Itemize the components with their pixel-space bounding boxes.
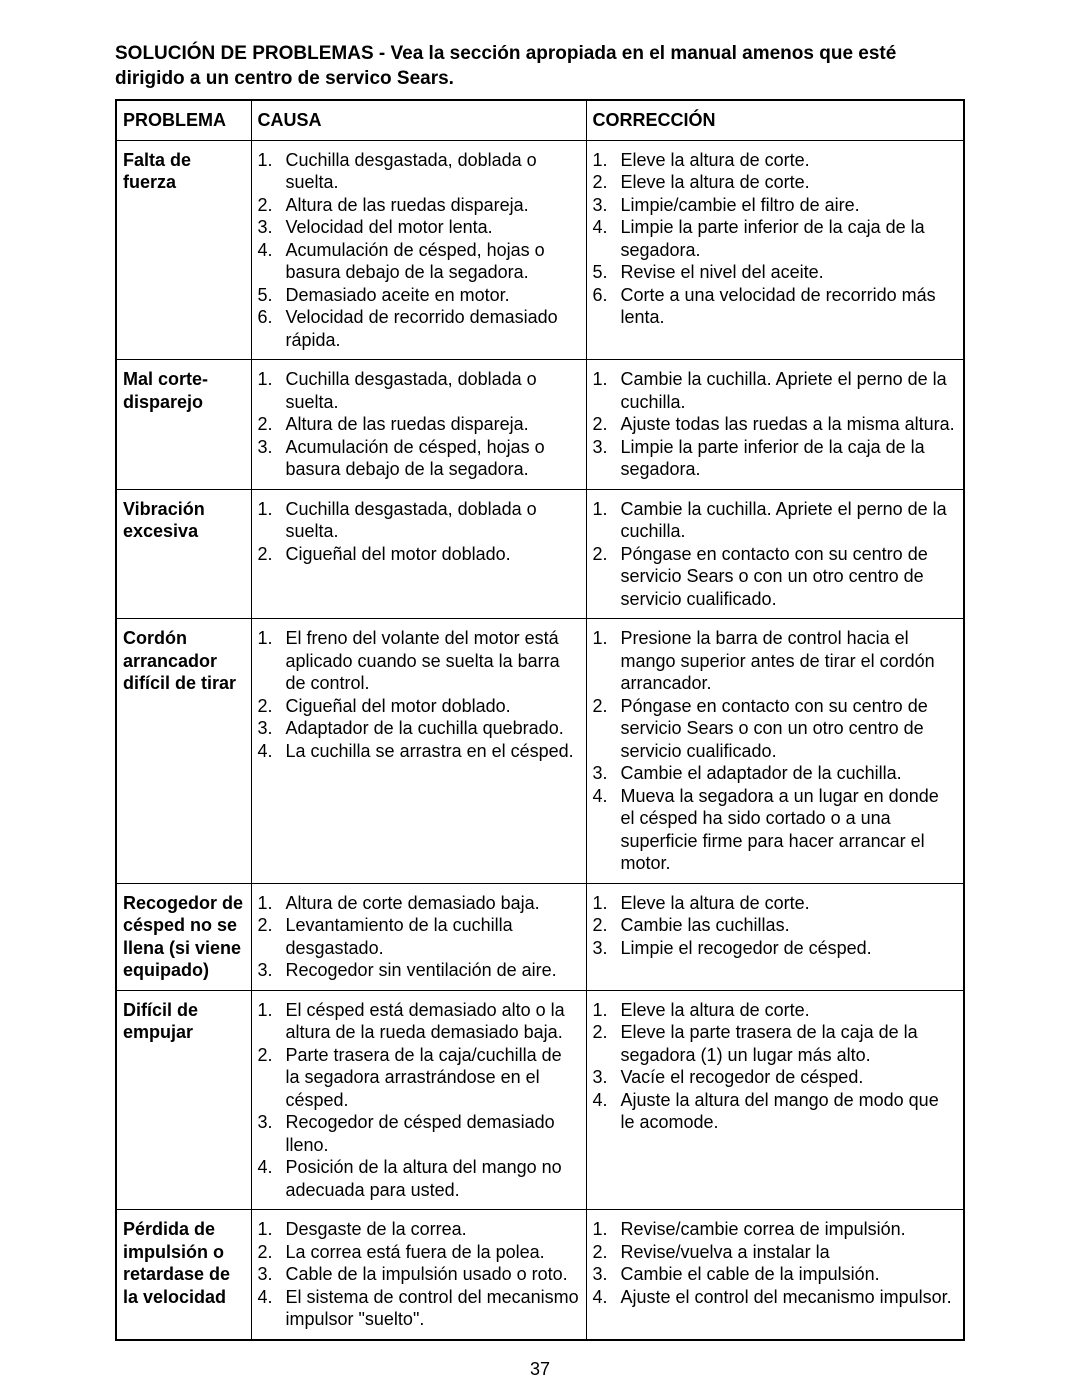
- correccion-item: Revise/cambie correa de impulsión.: [593, 1218, 958, 1241]
- causa-item: Cable de la impulsión usado o roto.: [258, 1263, 580, 1286]
- causa-item: Cigueñal del motor doblado.: [258, 543, 580, 566]
- cell-problema: Cordón arrancador difícil de tirar: [116, 619, 251, 884]
- correccion-item: Presione la barra de control hacia el ma…: [593, 627, 958, 695]
- table-row: Cordón arrancador difícil de tirarEl fre…: [116, 619, 964, 884]
- table-row: Falta de fuerzaCuchilla desgastada, dobl…: [116, 140, 964, 360]
- page-title: SOLUCIÓN DE PROBLEMAS - Vea la sección a…: [115, 42, 965, 91]
- cell-causa: Altura de corte demasiado baja.Levantami…: [251, 883, 586, 990]
- cell-correccion: Eleve la altura de corte.Eleve la altura…: [586, 140, 964, 360]
- correccion-item: Eleve la altura de corte.: [593, 149, 958, 172]
- correccion-item: Póngase en contacto con su centro de ser…: [593, 695, 958, 763]
- table-row: Mal corte-disparejoCuchilla desgastada, …: [116, 360, 964, 490]
- cell-problema: Recogedor de césped no se llena (si vien…: [116, 883, 251, 990]
- cell-causa: Cuchilla desgastada, doblada o suelta.Ci…: [251, 489, 586, 619]
- causa-item: El césped está demasiado alto o la altur…: [258, 999, 580, 1044]
- correccion-item: Limpie el recogedor de césped.: [593, 937, 958, 960]
- causa-item: El freno del volante del motor está apli…: [258, 627, 580, 695]
- correccion-item: Revise/vuelva a instalar la: [593, 1241, 958, 1264]
- cell-correccion: Cambie la cuchilla. Apriete el perno de …: [586, 360, 964, 490]
- causa-item: Cuchilla desgastada, doblada o suelta.: [258, 368, 580, 413]
- cell-causa: El freno del volante del motor está apli…: [251, 619, 586, 884]
- cell-problema: Mal corte-disparejo: [116, 360, 251, 490]
- causa-item: Acumulación de césped, hojas o basura de…: [258, 239, 580, 284]
- correccion-item: Cambie el adaptador de la cuchilla.: [593, 762, 958, 785]
- causa-item: Cigueñal del motor doblado.: [258, 695, 580, 718]
- causa-item: Acumulación de césped, hojas o basura de…: [258, 436, 580, 481]
- page-number: 37: [115, 1359, 965, 1380]
- correccion-item: Mueva la segadora a un lugar en donde el…: [593, 785, 958, 875]
- causa-item: Demasiado aceite en motor.: [258, 284, 580, 307]
- causa-item: Desgaste de la correa.: [258, 1218, 580, 1241]
- correccion-item: Limpie/cambie el filtro de aire.: [593, 194, 958, 217]
- cell-causa: Cuchilla desgastada, doblada o suelta.Al…: [251, 140, 586, 360]
- causa-item: Adaptador de la cuchilla quebrado.: [258, 717, 580, 740]
- correccion-item: Ajuste la altura del mango de modo que l…: [593, 1089, 958, 1134]
- causa-item: Levantamiento de la cuchilla desgastado.: [258, 914, 580, 959]
- correccion-item: Eleve la altura de corte.: [593, 171, 958, 194]
- header-correccion: CORRECCIÓN: [586, 100, 964, 140]
- correccion-item: Cambie la cuchilla. Apriete el perno de …: [593, 368, 958, 413]
- cell-problema: Difícil de empujar: [116, 990, 251, 1210]
- correccion-item: Póngase en contacto con su centro de ser…: [593, 543, 958, 611]
- causa-item: Recogedor sin ventilación de aire.: [258, 959, 580, 982]
- cell-causa: Desgaste de la correa.La correa está fue…: [251, 1210, 586, 1340]
- troubleshooting-table: PROBLEMA CAUSA CORRECCIÓN Falta de fuerz…: [115, 99, 965, 1341]
- cell-correccion: Revise/cambie correa de impulsión.Revise…: [586, 1210, 964, 1340]
- correccion-item: Ajuste el control del mecanismo impulsor…: [593, 1286, 958, 1309]
- correccion-item: Eleve la altura de corte.: [593, 892, 958, 915]
- causa-item: Recogedor de césped demasiado lleno.: [258, 1111, 580, 1156]
- causa-item: La correa está fuera de la polea.: [258, 1241, 580, 1264]
- causa-item: Altura de corte demasiado baja.: [258, 892, 580, 915]
- causa-item: Cuchilla desgastada, doblada o suelta.: [258, 149, 580, 194]
- cell-correccion: Cambie la cuchilla. Apriete el perno de …: [586, 489, 964, 619]
- cell-correccion: Presione la barra de control hacia el ma…: [586, 619, 964, 884]
- table-row: Vibración excesivaCuchilla desgastada, d…: [116, 489, 964, 619]
- correccion-item: Eleve la parte trasera de la caja de la …: [593, 1021, 958, 1066]
- header-problema: PROBLEMA: [116, 100, 251, 140]
- causa-item: Velocidad de recorrido demasiado rápida.: [258, 306, 580, 351]
- causa-item: Velocidad del motor lenta.: [258, 216, 580, 239]
- correccion-item: Eleve la altura de corte.: [593, 999, 958, 1022]
- correccion-item: Vacíe el recogedor de césped.: [593, 1066, 958, 1089]
- correccion-item: Limpie la parte inferior de la caja de l…: [593, 216, 958, 261]
- correccion-item: Ajuste todas las ruedas a la misma altur…: [593, 413, 958, 436]
- causa-item: Cuchilla desgastada, doblada o suelta.: [258, 498, 580, 543]
- causa-item: Posición de la altura del mango no adecu…: [258, 1156, 580, 1201]
- cell-correccion: Eleve la altura de corte.Cambie las cuch…: [586, 883, 964, 990]
- cell-problema: Falta de fuerza: [116, 140, 251, 360]
- table-row: Pérdida de impulsión o retardase de la v…: [116, 1210, 964, 1340]
- correccion-item: Corte a una velocidad de recorrido más l…: [593, 284, 958, 329]
- causa-item: La cuchilla se arrastra en el césped.: [258, 740, 580, 763]
- correccion-item: Revise el nivel del aceite.: [593, 261, 958, 284]
- table-row: Recogedor de césped no se llena (si vien…: [116, 883, 964, 990]
- causa-item: Altura de las ruedas dispareja.: [258, 194, 580, 217]
- cell-correccion: Eleve la altura de corte.Eleve la parte …: [586, 990, 964, 1210]
- correccion-item: Cambie la cuchilla. Apriete el perno de …: [593, 498, 958, 543]
- table-row: Difícil de empujarEl césped está demasia…: [116, 990, 964, 1210]
- header-causa: CAUSA: [251, 100, 586, 140]
- cell-causa: El césped está demasiado alto o la altur…: [251, 990, 586, 1210]
- cell-problema: Pérdida de impulsión o retardase de la v…: [116, 1210, 251, 1340]
- causa-item: El sistema de control del mecanismo impu…: [258, 1286, 580, 1331]
- cell-causa: Cuchilla desgastada, doblada o suelta.Al…: [251, 360, 586, 490]
- correccion-item: Limpie la parte inferior de la caja de l…: [593, 436, 958, 481]
- correccion-item: Cambie las cuchillas.: [593, 914, 958, 937]
- correccion-item: Cambie el cable de la impulsión.: [593, 1263, 958, 1286]
- table-header-row: PROBLEMA CAUSA CORRECCIÓN: [116, 100, 964, 140]
- causa-item: Altura de las ruedas dispareja.: [258, 413, 580, 436]
- causa-item: Parte trasera de la caja/cuchilla de la …: [258, 1044, 580, 1112]
- cell-problema: Vibración excesiva: [116, 489, 251, 619]
